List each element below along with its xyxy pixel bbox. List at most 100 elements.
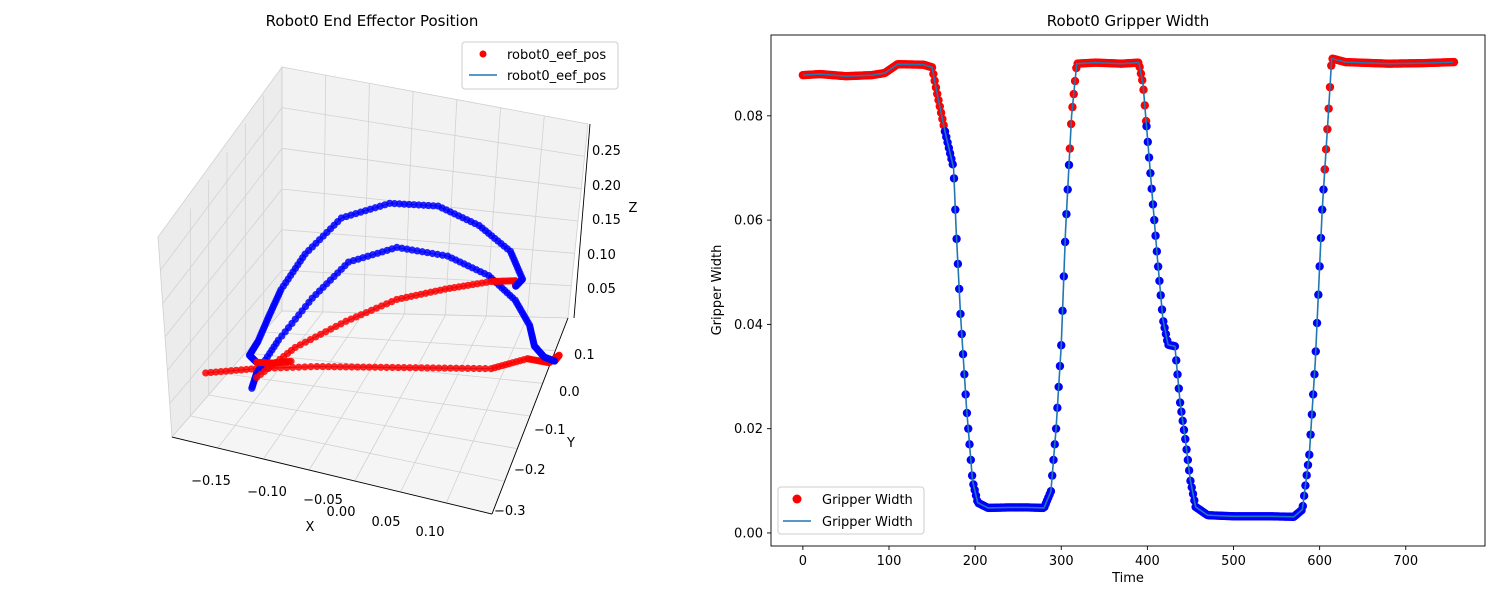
x-tick-label: 0.10 (416, 525, 445, 540)
grid-line (281, 107, 585, 157)
grid-line (263, 331, 556, 352)
trajectory-point (313, 362, 321, 371)
y-tick-label: 0.00 (734, 526, 763, 541)
legend-box (777, 486, 925, 535)
z-axis-label: Z (629, 201, 638, 216)
x-tick-label: 0 (799, 554, 807, 569)
trajectory-point (429, 364, 437, 372)
z-tick-label: 0.25 (592, 144, 621, 159)
x-tick-label: 0.00 (327, 505, 356, 520)
trajectory-point (423, 364, 431, 372)
grid-line (190, 415, 505, 482)
legend-entry: Gripper Width (822, 493, 913, 508)
x-tick-label: 500 (1221, 554, 1246, 569)
grid-line (208, 394, 518, 450)
y-tick-label: 0.04 (734, 318, 763, 333)
trajectory-point (412, 364, 420, 372)
trajectory-point (441, 364, 449, 372)
left-chart-title: Robot0 End Effector Position (266, 12, 479, 30)
trajectory-point (388, 363, 396, 372)
x-tick-label: −0.15 (191, 474, 231, 489)
z-tick-label: 0.10 (587, 248, 616, 263)
trajectory-point (481, 365, 489, 373)
trajectory-point (348, 363, 356, 371)
trajectory-point (446, 364, 455, 372)
y-tick-label: −0.3 (494, 504, 526, 519)
gripper-width-plot: Robot0 Gripper Width 0 100 200 300 400 500 600… (710, 12, 1486, 586)
z-tick-label: 0.15 (592, 213, 621, 228)
x-axis-line (171, 436, 493, 515)
y-tick-label: 0.02 (734, 422, 763, 437)
right-legend: Gripper Width Gripper Width (777, 486, 925, 535)
y-axis-label: Gripper Width (710, 245, 725, 336)
trajectory-point (330, 363, 338, 371)
x-tick-label: 700 (1393, 554, 1418, 569)
x-tick-label: 100 (877, 554, 902, 569)
trajectory-point (394, 363, 402, 372)
x-ticks: 0 100 200 300 400 500 600 700 (799, 546, 1418, 569)
z-axis-line (573, 123, 591, 319)
x-axis-label: X (306, 520, 315, 535)
y-tick-label: −0.1 (534, 423, 566, 438)
trajectory-point (289, 363, 297, 371)
gripper-point (1449, 57, 1459, 67)
legend-entry: Gripper Width (822, 515, 913, 530)
trajectory-point (248, 384, 256, 392)
x-tick-label: 300 (1049, 554, 1074, 569)
trajectory-point (406, 364, 414, 372)
x-tick-label: 0.05 (372, 515, 401, 530)
grid-line (169, 270, 283, 404)
trajectory-point (452, 364, 460, 372)
x-tick-labels: −0.15 −0.10 −0.05 0.00 0.05 0.10 (191, 474, 444, 540)
trajectory-point (301, 363, 309, 371)
trajectory-point (319, 363, 327, 371)
legend-box (461, 41, 619, 90)
trajectory-point (382, 363, 391, 372)
legend-marker-scatter (792, 494, 802, 504)
x-tick-label: −0.05 (303, 493, 343, 508)
trajectory-point (400, 364, 408, 372)
x-tick-label: 200 (963, 554, 988, 569)
trajectory-point (336, 363, 344, 371)
gripper-width-series (798, 54, 1459, 521)
eef-trajectory (202, 199, 563, 392)
z-tick-label: 0.20 (592, 179, 621, 194)
y-tick-label: 0.08 (734, 109, 763, 124)
grid-line (160, 107, 283, 271)
trajectory-point (371, 363, 379, 371)
legend-marker-scatter (479, 50, 487, 58)
eef-position-3d-plot: Robot0 End Effector Position −0.15 −0.10… (157, 12, 638, 540)
trajectory-point (283, 363, 291, 372)
y-tick-labels: 0.1 0.0 −0.1 −0.2 −0.3 (494, 348, 595, 519)
trajectory-point (377, 363, 385, 371)
y-tick-label: −0.2 (514, 463, 546, 478)
trajectory-point (435, 364, 443, 372)
trajectory-point (464, 364, 472, 373)
trajectory-point (470, 364, 478, 373)
gripper-line (802, 57, 1454, 518)
left-legend: robot0_eef_pos robot0_eef_pos (461, 41, 619, 90)
grid-line (281, 229, 575, 254)
grid-line (164, 188, 283, 338)
plot-frame (770, 34, 1486, 547)
z-tick-labels: 0.05 0.10 0.15 0.20 0.25 (587, 144, 621, 297)
x-tick-label: −0.10 (247, 485, 287, 500)
x-axis-label: Time (1111, 571, 1144, 586)
legend-entry: robot0_eef_pos (507, 69, 606, 84)
y-axis-label: Y (566, 436, 575, 451)
trajectory-point (295, 363, 303, 371)
trajectory-point (307, 363, 315, 371)
y-axis-line (491, 317, 569, 515)
legend-entry: robot0_eef_pos (507, 48, 606, 63)
trajectory-point (359, 363, 367, 371)
grid-line (167, 229, 283, 371)
y-tick-label: 0.06 (734, 214, 763, 229)
x-tick-label: 600 (1307, 554, 1332, 569)
z-tick-label: 0.05 (587, 282, 616, 297)
grid-line (226, 373, 531, 417)
y-ticks: 0.00 0.02 0.04 0.06 0.08 (734, 109, 771, 541)
trajectory-point (475, 364, 484, 373)
trajectory-point (365, 363, 373, 371)
trajectory-point (324, 363, 333, 371)
